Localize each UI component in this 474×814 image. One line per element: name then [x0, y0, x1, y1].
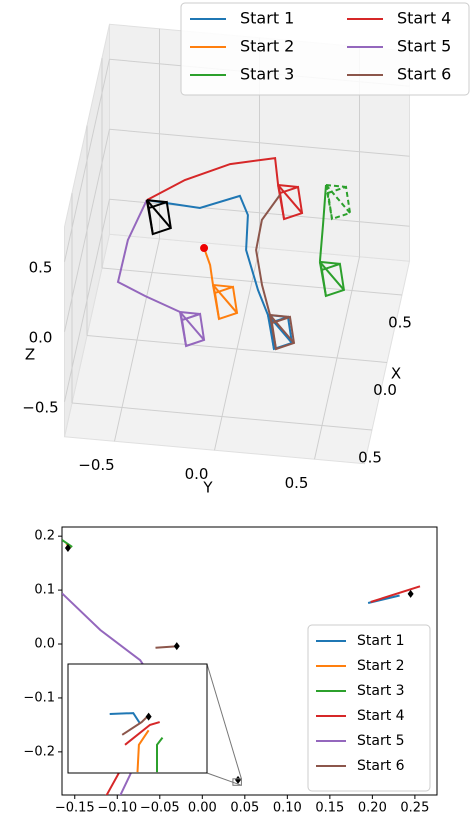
- legend-label: Start 1: [357, 633, 405, 649]
- trajectory: [318, 184, 327, 262]
- y-tick-label: −0.1: [23, 690, 55, 705]
- camera: [212, 284, 238, 314]
- camera: [212, 283, 234, 288]
- legend-label: Start 3: [357, 683, 405, 699]
- trajectory: [116, 199, 181, 313]
- y-tick-label: 0.1: [34, 583, 55, 598]
- x-tick-label: 0.00: [188, 801, 217, 814]
- x-tick-label: 0.5: [388, 314, 412, 332]
- camera: [325, 184, 351, 214]
- legend-label: Start 3: [240, 65, 294, 84]
- x-tick-label: 0.20: [358, 801, 387, 814]
- y-axis-label: Y: [202, 479, 213, 497]
- camera: [277, 184, 303, 214]
- trajectory: [146, 156, 280, 201]
- grid-line: [114, 238, 160, 442]
- target-marker: [407, 589, 414, 598]
- inset-trajectory: [121, 715, 148, 736]
- camera: [269, 313, 291, 318]
- target-marker: [145, 712, 152, 721]
- grid-line: [109, 128, 410, 157]
- z-tick-label: 0.0: [29, 328, 53, 346]
- camera: [269, 314, 295, 344]
- camera: [179, 311, 205, 341]
- x-tick-label: 0.05: [230, 801, 259, 814]
- x-tick-label: 0.15: [315, 801, 344, 814]
- trajectory: [146, 194, 269, 316]
- camera: [146, 199, 167, 204]
- camera: [179, 310, 201, 315]
- grid-line: [64, 59, 110, 262]
- x-tick-label: 0.10: [273, 801, 302, 814]
- trajectory: [255, 194, 281, 316]
- target-marker: [173, 642, 180, 651]
- legend-label: Start 5: [357, 733, 405, 749]
- x-tick-label: 0.0: [373, 381, 397, 399]
- x-tick-label: 0.25: [400, 801, 429, 814]
- camera: [319, 260, 341, 265]
- inset-area: [109, 712, 164, 773]
- grid-line: [64, 199, 110, 402]
- camera: [145, 199, 154, 235]
- y-tick-label: 0.2: [34, 529, 55, 544]
- trajectory: [155, 645, 178, 649]
- x-tick-label: −0.10: [97, 801, 137, 814]
- y-tick-label: −0.2: [23, 744, 55, 759]
- legend-label: Start 4: [357, 708, 405, 724]
- zoom-connector: [206, 772, 242, 786]
- legend-label: Start 2: [357, 658, 405, 674]
- start-dot: [200, 244, 209, 253]
- camera: [266, 314, 275, 350]
- camera: [212, 284, 220, 320]
- target-marker: [235, 775, 242, 784]
- trajectory: [62, 539, 73, 548]
- plot-2d: −0.15 −0.10 −0.05 0.00 0.05 0.10 0.15 0.20 0.25 −…: [23, 526, 438, 814]
- camera: [319, 261, 345, 291]
- camera: [325, 183, 347, 188]
- inset-trajectory: [136, 729, 150, 773]
- legend-label: Start 6: [397, 65, 451, 84]
- camera: [318, 261, 327, 297]
- camera: [277, 184, 286, 220]
- z-axis-label: Z: [25, 346, 35, 364]
- z-tick-label: 0.5: [29, 258, 53, 276]
- legend-label: Start 5: [397, 37, 451, 56]
- inset-trajectory: [109, 712, 142, 725]
- legend-label: Start 4: [397, 9, 451, 28]
- camera: [268, 314, 277, 350]
- y-tick-label: −0.5: [78, 456, 114, 474]
- camera: [179, 311, 188, 347]
- target-marker: [64, 544, 71, 553]
- plot-3d: 0.5 0.0 0.5 −0.5 0.0 0.5 −0.5 0.0 0.5 Start 1 Star…: [22, 2, 470, 492]
- y-tick-label: 0.0: [34, 637, 55, 652]
- legend-label: Start 1: [240, 9, 294, 28]
- zoom-connector: [206, 663, 242, 779]
- camera: [325, 184, 333, 220]
- trajectory: [203, 247, 214, 286]
- inset-trajectory: [124, 721, 160, 746]
- legend-label: Start 2: [240, 37, 294, 56]
- x-tick-label: −0.15: [55, 801, 95, 814]
- x-axis-label: X: [391, 365, 401, 383]
- legend-box: [180, 2, 470, 96]
- z-tick-label: −0.5: [22, 398, 58, 416]
- x-tick-label: −0.05: [140, 801, 180, 814]
- y-tick-label: 0.5: [285, 474, 309, 492]
- legend-label: Start 6: [357, 758, 405, 774]
- y-tick-label: 0.0: [185, 465, 209, 483]
- inset-trajectory: [156, 736, 164, 773]
- camera: [277, 184, 299, 189]
- grid-line: [64, 129, 110, 332]
- camera: [146, 199, 172, 229]
- x-tick-label: 0.5: [358, 449, 382, 467]
- grid-line: [314, 256, 360, 460]
- grid-line: [214, 247, 260, 451]
